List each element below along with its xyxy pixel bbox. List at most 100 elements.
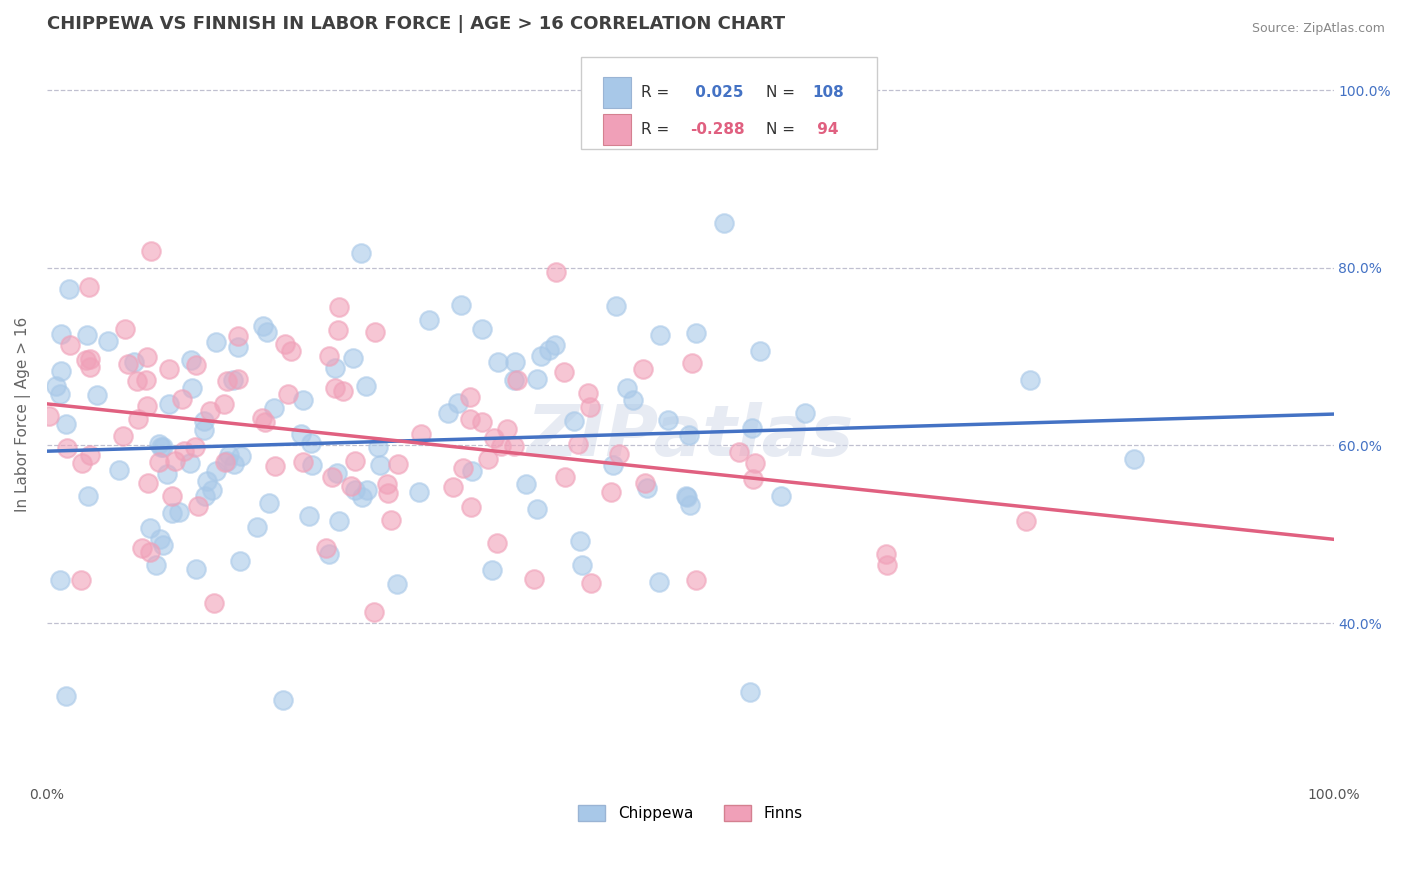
Point — [523, 572, 546, 586]
Point — [212, 397, 235, 411]
Point — [198, 404, 221, 418]
Point — [111, 428, 134, 442]
FancyBboxPatch shape — [581, 57, 877, 149]
Point — [685, 326, 707, 340]
Point — [343, 483, 366, 498]
Point — [150, 440, 173, 454]
Point — [194, 490, 217, 504]
Point — [443, 480, 465, 494]
Point — [742, 472, 765, 486]
Point — [257, 495, 280, 509]
Point — [86, 388, 108, 402]
Point — [728, 445, 751, 459]
Point — [290, 427, 312, 442]
Point — [453, 461, 475, 475]
Point — [458, 412, 481, 426]
Point — [876, 558, 898, 573]
Point — [616, 381, 638, 395]
Point — [45, 378, 67, 392]
Point — [326, 466, 349, 480]
Point — [172, 392, 194, 406]
Point — [505, 355, 527, 369]
Point — [553, 365, 575, 379]
Point — [740, 685, 762, 699]
Point — [72, 456, 94, 470]
Point — [127, 411, 149, 425]
Point — [605, 299, 627, 313]
Point — [131, 541, 153, 556]
Point — [159, 397, 181, 411]
Point — [145, 558, 167, 572]
Point — [418, 313, 440, 327]
Point — [139, 545, 162, 559]
Point — [38, 409, 60, 423]
Point — [648, 575, 671, 590]
Point — [187, 499, 209, 513]
Point — [214, 455, 236, 469]
Point — [56, 441, 79, 455]
Point — [875, 547, 897, 561]
Point — [377, 485, 399, 500]
Point — [114, 322, 136, 336]
Point — [477, 452, 499, 467]
Point — [149, 533, 172, 547]
Point — [679, 498, 702, 512]
Point — [298, 509, 321, 524]
Point — [75, 353, 97, 368]
Point — [321, 469, 343, 483]
Point — [713, 216, 735, 230]
Point — [163, 454, 186, 468]
Point — [769, 490, 792, 504]
Text: CHIPPEWA VS FINNISH IN LABOR FORCE | AGE > 16 CORRELATION CHART: CHIPPEWA VS FINNISH IN LABOR FORCE | AGE… — [46, 15, 785, 33]
Point — [49, 326, 72, 341]
Point — [636, 481, 658, 495]
Point — [221, 373, 243, 387]
Point — [152, 441, 174, 455]
Point — [631, 362, 654, 376]
Point — [202, 596, 225, 610]
Point — [49, 364, 72, 378]
Point — [458, 390, 481, 404]
Point — [246, 519, 269, 533]
Point — [579, 575, 602, 590]
Point — [356, 483, 378, 498]
Point — [526, 372, 548, 386]
Point — [530, 349, 553, 363]
Point — [152, 539, 174, 553]
Point — [485, 535, 508, 549]
Point — [354, 379, 377, 393]
Point — [600, 485, 623, 500]
Point — [148, 437, 170, 451]
Point — [621, 393, 644, 408]
Point — [215, 453, 238, 467]
Point — [544, 265, 567, 279]
Point — [138, 521, 160, 535]
Point — [79, 448, 101, 462]
Point — [136, 399, 159, 413]
Point — [263, 401, 285, 415]
Point — [141, 244, 163, 259]
Point — [160, 506, 183, 520]
Point — [657, 413, 679, 427]
Point — [471, 322, 494, 336]
Point — [340, 479, 363, 493]
Point — [250, 410, 273, 425]
Point — [481, 563, 503, 577]
Point — [681, 356, 703, 370]
Point — [676, 490, 699, 504]
Point — [179, 456, 201, 470]
Point — [226, 372, 249, 386]
Point — [299, 436, 322, 450]
Point — [568, 534, 591, 549]
Point — [544, 338, 567, 352]
Point — [315, 541, 337, 555]
Point — [201, 483, 224, 498]
Point — [482, 431, 505, 445]
Point — [326, 323, 349, 337]
Point — [205, 464, 228, 478]
Point — [323, 361, 346, 376]
Point — [364, 326, 387, 340]
Point — [156, 467, 179, 481]
Legend: Chippewa, Finns: Chippewa, Finns — [572, 799, 808, 827]
Point — [292, 392, 315, 407]
